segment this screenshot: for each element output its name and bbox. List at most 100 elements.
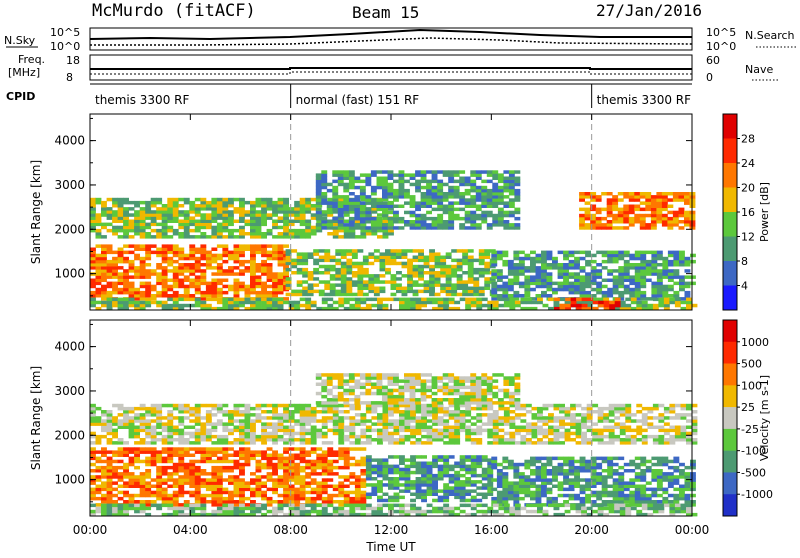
heatmap-cell	[355, 407, 361, 411]
heatmap-cell	[349, 298, 355, 302]
heatmap-cell	[508, 282, 514, 286]
heatmap-cell	[631, 298, 637, 302]
heatmap-cell	[426, 183, 432, 187]
heatmap-cell	[571, 304, 577, 308]
heatmap-cell	[308, 252, 314, 256]
heatmap-cell	[514, 195, 520, 199]
heatmap-cell	[129, 285, 135, 289]
heatmap-cell	[437, 180, 443, 184]
heatmap-cell	[612, 217, 618, 221]
heatmap-cell	[200, 435, 206, 439]
heatmap-cell	[609, 426, 615, 430]
heatmap-cell	[338, 386, 344, 390]
heatmap-cell	[679, 251, 685, 255]
heatmap-cell	[479, 256, 485, 260]
heatmap-cell	[457, 249, 463, 253]
heatmap-cell	[421, 220, 427, 224]
heatmap-cell	[360, 432, 366, 436]
heatmap-cell	[162, 491, 168, 495]
heatmap-cell	[380, 262, 386, 266]
heatmap-cell	[239, 304, 245, 308]
heatmap-cell	[405, 304, 411, 308]
heatmap-cell	[289, 419, 295, 423]
heatmap-cell	[272, 410, 278, 414]
heatmap-cell	[300, 494, 306, 498]
heatmap-cell	[267, 244, 273, 248]
heatmap-cell	[297, 268, 303, 272]
heatmap-cell	[173, 207, 179, 211]
heatmap-cell	[349, 379, 355, 383]
heatmap-cell	[470, 198, 476, 202]
heatmap-cell	[664, 429, 670, 433]
heatmap-cell	[596, 198, 602, 202]
heatmap-cell	[413, 265, 419, 269]
heatmap-cell	[437, 205, 443, 209]
heatmap-cell	[327, 376, 333, 380]
colorbar-tick-label: 28	[741, 133, 755, 146]
heatmap-cell	[300, 232, 306, 236]
heatmap-cell	[565, 301, 571, 305]
heatmap-cell	[239, 441, 245, 445]
heatmap-cell	[151, 301, 157, 305]
heatmap-cell	[471, 407, 477, 411]
heatmap-cell	[272, 404, 278, 408]
heatmap-cell	[261, 432, 267, 436]
heatmap-cell	[407, 274, 413, 278]
heatmap-cell	[90, 257, 96, 261]
heatmap-cell	[217, 263, 223, 267]
heatmap-cell	[601, 217, 607, 221]
heatmap-cell	[321, 183, 327, 187]
heatmap-cell	[173, 485, 179, 489]
heatmap-cell	[460, 468, 466, 472]
heatmap-cell	[446, 290, 452, 294]
heatmap-cell	[642, 422, 648, 426]
heatmap-cell	[178, 198, 184, 202]
heatmap-cell	[289, 429, 295, 433]
heatmap-cell	[200, 263, 206, 267]
heatmap-cell	[491, 272, 497, 276]
heatmap-cell	[327, 392, 333, 396]
heatmap-cell	[640, 226, 646, 230]
heatmap-cell	[206, 257, 212, 261]
heatmap-cell	[410, 205, 416, 209]
heatmap-cell	[471, 432, 477, 436]
heatmap-cell	[614, 422, 620, 426]
heatmap-cell	[346, 277, 352, 281]
heatmap-cell	[514, 189, 520, 193]
heatmap-cell	[448, 180, 454, 184]
heatmap-cell	[673, 217, 679, 221]
heatmap-cell	[261, 232, 267, 236]
heatmap-cell	[437, 183, 443, 187]
heatmap-cell	[272, 298, 278, 302]
heatmap-cell	[140, 426, 146, 430]
heatmap-cell	[509, 186, 515, 190]
heatmap-cell	[421, 173, 427, 177]
heatmap-cell	[532, 432, 538, 436]
heatmap-cell	[563, 288, 569, 292]
heatmap-cell	[645, 208, 651, 212]
heatmap-cell	[357, 262, 363, 266]
heatmap-cell	[90, 407, 96, 411]
heatmap-cell	[228, 229, 234, 233]
heatmap-cell	[261, 254, 267, 258]
heatmap-cell	[239, 413, 245, 417]
heatmap-cell	[360, 419, 366, 423]
heatmap-cell	[537, 426, 543, 430]
heatmap-cell	[563, 251, 569, 255]
heatmap-cell	[509, 180, 515, 184]
heatmap-cell	[245, 410, 251, 414]
heatmap-cell	[118, 226, 124, 230]
heatmap-cell	[200, 422, 206, 426]
heatmap-cell	[509, 422, 515, 426]
heatmap-cell	[267, 269, 273, 273]
heatmap-cell	[374, 249, 380, 253]
heatmap-cell	[289, 435, 295, 439]
heatmap-cell	[383, 458, 389, 462]
heatmap-cell	[487, 173, 493, 177]
heatmap-cell	[471, 499, 477, 503]
heatmap-cell	[156, 475, 162, 479]
heatmap-cell	[377, 416, 383, 420]
heatmap-cell	[261, 198, 267, 202]
heatmap-cell	[118, 450, 124, 454]
heatmap-cell	[454, 483, 460, 487]
